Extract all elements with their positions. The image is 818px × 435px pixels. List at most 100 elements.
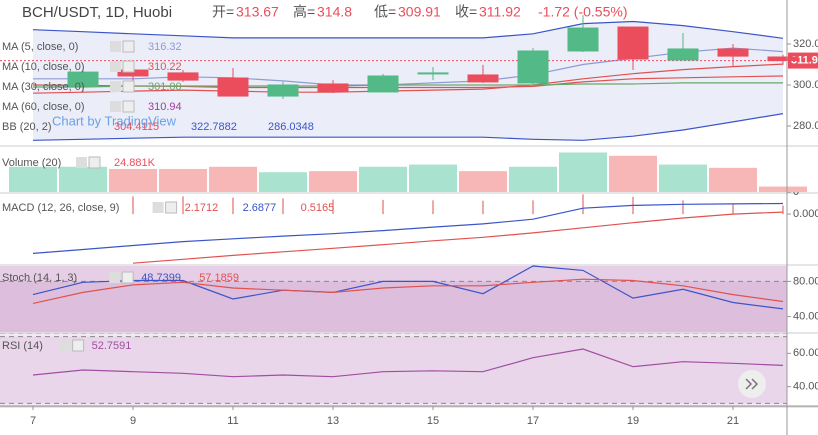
- ohlc-value: 311.92: [479, 4, 521, 20]
- bb-name: BB (20, 2): [2, 121, 52, 133]
- pane-value: 52.7591: [92, 340, 132, 352]
- y-tick-label: 40.00: [793, 381, 818, 393]
- pane-title: Volume (20): [2, 157, 61, 169]
- candle-body: [167, 72, 199, 81]
- y-tick-label: 60.00: [793, 347, 818, 359]
- candle-body: [617, 26, 649, 60]
- candle-body: [217, 77, 249, 97]
- candle-body: [567, 27, 599, 52]
- volume-bar: [609, 155, 657, 192]
- volume-bar: [109, 168, 157, 192]
- y-tick-label: 320.00: [793, 38, 818, 50]
- band: [0, 336, 787, 404]
- ohlc-label: 高=: [293, 4, 315, 20]
- y-tick-label: 300.00: [793, 79, 818, 91]
- x-tick-label: 9: [130, 415, 136, 427]
- bb-lower: [32, 113, 784, 141]
- x-tick-label: 21: [727, 415, 739, 427]
- indicator-line: [32, 348, 784, 378]
- y-tick-label: 80.00: [793, 275, 818, 287]
- settings-icon: [152, 202, 164, 213]
- indicator-value: 316.32: [148, 41, 182, 53]
- volume-bar: [459, 171, 507, 192]
- settings-icon: [109, 272, 121, 283]
- close-icon: [122, 80, 135, 93]
- volume-bar: [509, 166, 557, 192]
- pane-background: [0, 334, 787, 406]
- ma-line: [32, 63, 784, 94]
- symbol-title: BCH/USDT, 1D, Huobi: [22, 4, 172, 21]
- bb-value: 304.4115: [114, 121, 159, 133]
- indicator-value: 310.22: [148, 61, 182, 73]
- volume-bar: [709, 167, 757, 192]
- pane-value: 48.7399: [141, 272, 181, 284]
- price-tag-label: 311.92: [791, 54, 818, 66]
- candle-body: [767, 56, 799, 62]
- candle-body: [517, 50, 549, 84]
- indicator-line: [132, 211, 784, 264]
- pane-value: 57.1859: [199, 272, 239, 284]
- pane-title: Stoch (14, 1, 3): [2, 272, 77, 284]
- volume-bar: [9, 166, 57, 192]
- pane-value: 2.1712: [185, 202, 219, 214]
- indicator-line: [32, 265, 784, 310]
- candle-body: [467, 74, 499, 83]
- x-tick-label: 13: [327, 415, 339, 427]
- volume-bar: [59, 166, 107, 192]
- close-icon: [72, 339, 85, 352]
- settings-icon: [110, 101, 121, 112]
- change: -1.72 (-0.55%): [538, 4, 627, 20]
- y-tick-label: 40.00: [793, 311, 818, 323]
- x-tick-label: 7: [30, 415, 36, 427]
- candle-body: [417, 72, 449, 75]
- ohlc-value: 314.8: [317, 4, 352, 20]
- ohlc-label: 收=: [455, 4, 477, 20]
- candle-body: [67, 71, 99, 87]
- pane-value: 2.6877: [243, 202, 277, 214]
- indicator-name: MA (5, close, 0): [2, 41, 78, 53]
- band: [0, 281, 787, 335]
- volume-bar: [559, 152, 607, 192]
- indicator-value: 310.94: [148, 101, 182, 113]
- pane-title: RSI (14): [2, 340, 43, 352]
- x-tick-label: 19: [627, 415, 639, 427]
- watermark: Chart by TradingView: [52, 113, 177, 128]
- x-tick-label: 11: [227, 415, 238, 427]
- pane-title: MACD (12, 26, close, 9): [2, 202, 119, 214]
- indicator-line: [32, 202, 784, 254]
- close-icon: [121, 271, 134, 284]
- settings-icon: [110, 81, 121, 92]
- scroll-arrow: [745, 378, 759, 390]
- volume-bar: [209, 166, 257, 192]
- ma-line: [33, 82, 783, 88]
- volume-bar: [409, 164, 457, 192]
- y-tick-label: 280.00: [793, 120, 818, 132]
- ma-line: [33, 47, 784, 86]
- indicator-name: MA (30, close, 0): [2, 81, 85, 93]
- close-icon: [122, 40, 135, 53]
- ohlc-label: 开=: [212, 4, 234, 20]
- candle-body: [717, 48, 749, 57]
- pane-value: 0.5165: [301, 202, 335, 214]
- indicator-name: MA (60, close, 0): [2, 101, 85, 113]
- close-icon: [122, 60, 135, 73]
- candle-body: [267, 84, 299, 97]
- volume-bar: [309, 171, 357, 192]
- settings-icon: [76, 157, 87, 168]
- close-icon: [165, 201, 178, 214]
- volume-bar: [659, 164, 707, 192]
- close-icon: [122, 100, 135, 113]
- y-tick-label: 0.000: [793, 208, 818, 220]
- indicator-line: [32, 278, 784, 304]
- ohlc-label: 低=: [374, 4, 396, 20]
- close-icon: [88, 156, 101, 169]
- candle-body: [317, 83, 349, 93]
- volume-bar: [259, 172, 307, 192]
- candle-body: [667, 48, 699, 61]
- volume-bar: [359, 166, 407, 192]
- x-tick-label: 17: [527, 415, 539, 427]
- settings-icon: [110, 61, 121, 72]
- ohlc-value: 313.67: [236, 4, 279, 20]
- ohlc-value: 309.91: [398, 4, 441, 20]
